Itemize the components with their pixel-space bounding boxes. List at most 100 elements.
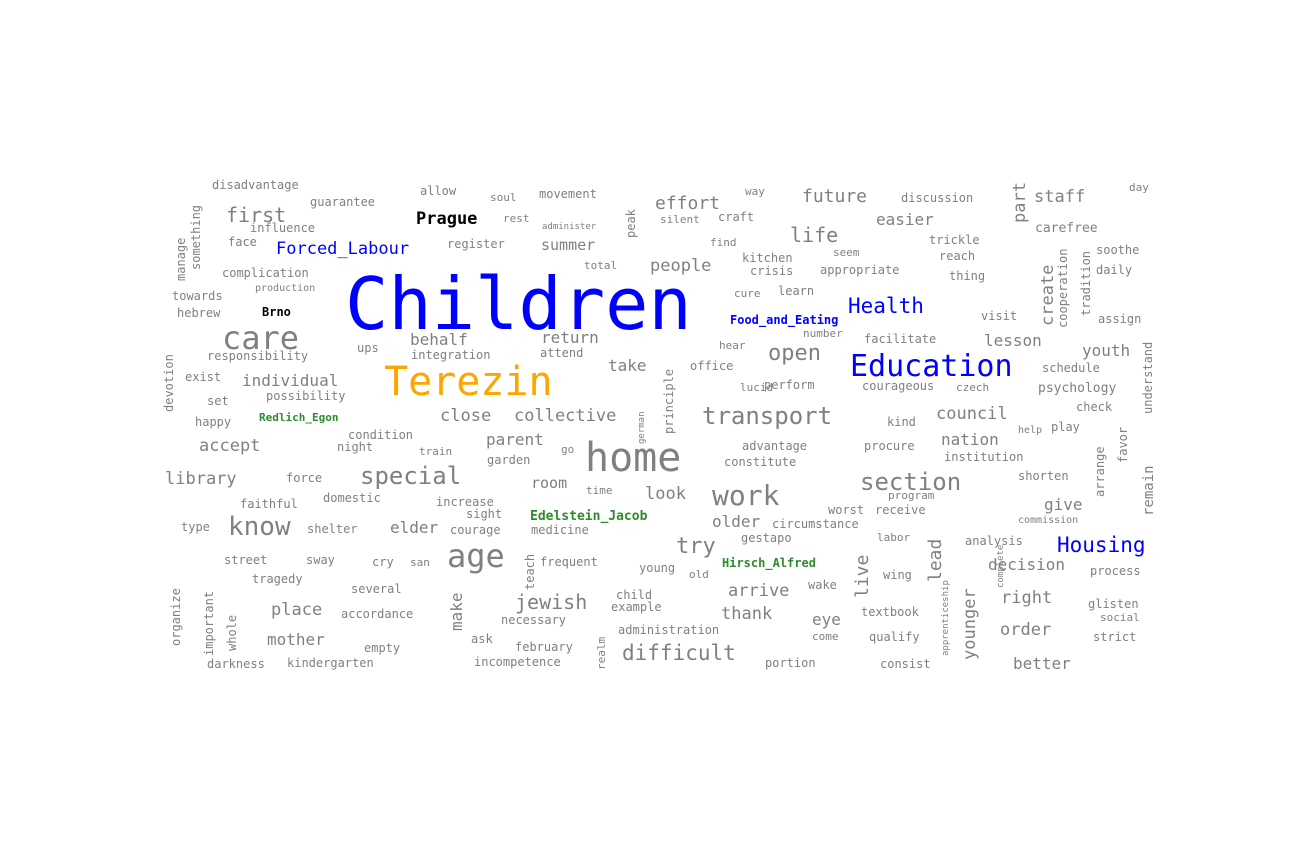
cloud-word: way — [745, 185, 765, 198]
cloud-word: tradition — [1079, 250, 1093, 316]
cloud-word: german — [637, 411, 647, 444]
cloud-word: complete — [996, 544, 1006, 588]
cloud-word: old — [689, 568, 709, 581]
cloud-word: czech — [956, 381, 990, 394]
cloud-word: allow — [420, 184, 457, 198]
cloud-word: ask — [471, 632, 493, 646]
cloud-word: glisten — [1088, 597, 1139, 611]
cloud-word: san — [410, 556, 430, 569]
cloud-word: return — [541, 328, 599, 347]
cloud-word: time — [586, 484, 613, 497]
cloud-word: order — [1000, 620, 1052, 640]
cloud-word: institution — [944, 450, 1024, 464]
cloud-word: courage — [450, 523, 501, 537]
cloud-word: age — [447, 537, 505, 575]
cloud-word: visit — [981, 309, 1018, 323]
cloud-word: organize — [169, 588, 183, 646]
cloud-word: look — [645, 484, 686, 504]
cloud-word: kind — [887, 415, 916, 429]
cloud-word: assign — [1098, 312, 1142, 326]
cloud-word: apprenticeship — [941, 580, 951, 656]
cloud-word: come — [812, 630, 839, 643]
cloud-word: total — [584, 259, 618, 272]
cloud-word: hear — [719, 339, 746, 352]
cloud-word: try — [676, 534, 716, 559]
cloud-word: advantage — [742, 439, 808, 453]
cloud-word: Housing — [1057, 533, 1146, 557]
cloud-word: behalf — [410, 330, 468, 349]
cloud-word: attend — [540, 346, 584, 360]
cloud-word: wing — [883, 568, 912, 582]
cloud-word: mother — [267, 630, 325, 649]
cloud-word: understand — [1141, 341, 1155, 414]
cloud-word: crisis — [750, 264, 794, 278]
cloud-word: devotion — [162, 354, 176, 412]
cloud-word: lucid — [740, 381, 774, 394]
cloud-word: room — [531, 474, 568, 492]
cloud-word: elder — [390, 518, 439, 537]
cloud-word: right — [1001, 588, 1053, 608]
cloud-word: administer — [542, 222, 597, 232]
cloud-word: wake — [808, 578, 837, 592]
cloud-word: peak — [624, 209, 638, 238]
cloud-word: example — [611, 600, 662, 614]
cloud-word: collective — [514, 406, 617, 426]
cloud-word: perform — [764, 378, 815, 392]
cloud-word: integration — [411, 348, 491, 362]
cloud-word: manage — [174, 237, 188, 281]
cloud-word: first — [226, 203, 287, 227]
cloud-word: gestapo — [741, 531, 792, 545]
cloud-word: courageous — [862, 379, 935, 393]
cloud-word: faithful — [240, 497, 298, 511]
cloud-word: train — [419, 445, 453, 458]
cloud-word: consist — [880, 657, 931, 671]
cloud-word: condition — [348, 428, 414, 442]
cloud-word: child — [616, 588, 653, 602]
cloud-word: medicine — [531, 523, 589, 537]
cloud-word: guarantee — [310, 195, 376, 209]
cloud-word: create — [1038, 264, 1058, 326]
cloud-word: part — [1010, 182, 1030, 223]
cloud-word: rest — [503, 212, 530, 225]
cloud-word: shorten — [1018, 469, 1069, 483]
cloud-word: exist — [185, 370, 222, 384]
cloud-word: darkness — [207, 657, 265, 671]
cloud-word: reach — [939, 249, 976, 263]
cloud-word: people — [650, 256, 712, 276]
cloud-word: force — [286, 471, 323, 485]
cloud-word: special — [360, 462, 462, 490]
cloud-word: whole — [225, 614, 239, 651]
cloud-word: thank — [721, 604, 773, 624]
cloud-word: make — [447, 592, 466, 631]
cloud-word: possibility — [266, 389, 346, 403]
cloud-word: Health — [848, 294, 924, 318]
cloud-word: favor — [1116, 426, 1130, 463]
cloud-word: circumstance — [772, 517, 859, 531]
cloud-word: discussion — [901, 191, 974, 205]
cloud-word: parent — [486, 430, 544, 449]
cloud-word: tragedy — [252, 572, 303, 586]
cloud-word: psychology — [1038, 381, 1117, 396]
cloud-word: life — [790, 223, 839, 247]
cloud-word: place — [271, 600, 323, 620]
cloud-word: find — [710, 236, 737, 249]
cloud-word: movement — [539, 187, 597, 201]
cloud-word: worst — [828, 503, 865, 517]
cloud-word: know — [228, 512, 291, 542]
cloud-word: section — [860, 468, 962, 496]
cloud-word: go — [561, 443, 575, 456]
cloud-word: commission — [1018, 515, 1079, 526]
cloud-word: young — [639, 561, 676, 575]
cloud-word: important — [202, 590, 216, 656]
cloud-word: kindergarten — [287, 656, 374, 670]
cloud-word: future — [802, 186, 868, 207]
cloud-word: night — [337, 440, 374, 454]
cloud-word: domestic — [323, 491, 381, 505]
cloud-word: strict — [1093, 630, 1137, 644]
cloud-word: older — [712, 512, 761, 531]
cloud-word: difficult — [622, 641, 736, 665]
cloud-word: help — [1018, 425, 1043, 436]
cloud-word: Education — [850, 349, 1013, 384]
cloud-word: necessary — [501, 613, 567, 627]
cloud-word: Brno — [262, 305, 291, 319]
